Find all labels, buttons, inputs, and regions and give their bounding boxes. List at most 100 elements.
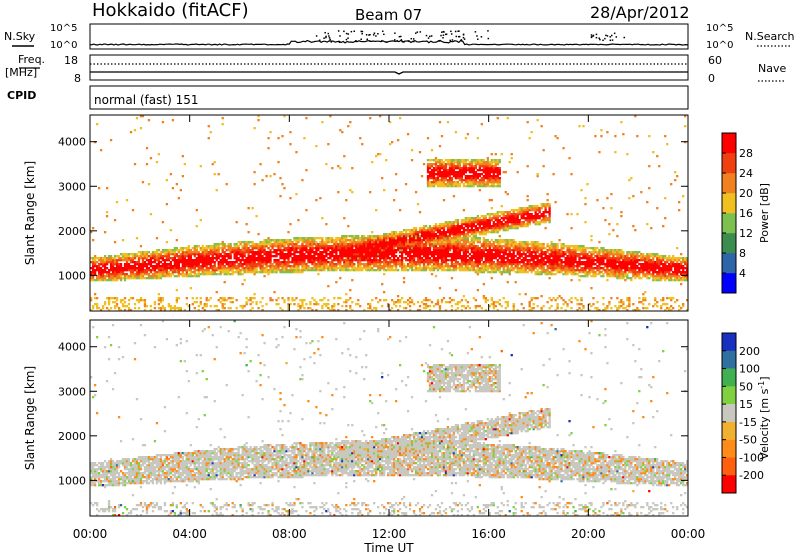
heatmap-cell [496,255,499,258]
heatmap-cell [410,257,414,260]
heatmap-cell [508,225,511,228]
heatmap-cell [484,227,487,230]
heatmap-cell [422,231,426,234]
heatmap-cell [233,255,236,258]
heatmap-cell [536,241,539,244]
heatmap-cell [478,173,481,176]
heatmap-cell [263,275,266,278]
heatmap-cell [139,127,143,130]
heatmap-cell [297,263,300,266]
heatmap-cell [161,221,165,224]
heatmap-cell [478,179,481,182]
heatmap-cell [217,299,220,302]
heatmap-cell [313,259,316,262]
heatmap-cell [402,241,406,244]
heatmap-cell [434,157,438,160]
heatmap-cell [436,173,440,176]
heatmap-cell [494,229,497,232]
heatmap-cell [534,241,537,244]
heatmap-cell [359,255,362,258]
heatmap-cell [145,255,149,258]
heatmap-cell [540,309,543,311]
heatmap-cell [470,163,474,166]
heatmap-cell [375,245,378,248]
heatmap-cell [460,225,464,228]
heatmap-cell [412,247,416,250]
heatmap-cell [484,217,487,220]
search-noise-dot [609,36,612,38]
heatmap-cell [387,233,390,236]
heatmap-cell [462,223,466,226]
heatmap-cell [440,161,444,164]
heatmap-cell [299,251,302,254]
heatmap-cell [476,273,479,276]
heatmap-cell [414,265,418,268]
heatmap-cell [251,243,254,246]
heatmap-cell [385,237,388,240]
search-noise-dot [427,37,430,39]
heatmap-cell [490,299,493,302]
heatmap-cell [474,247,478,250]
heatmap-cell [512,227,515,230]
heatmap-cell [428,309,432,311]
heatmap-cell [426,265,430,268]
noise-right-tick-top: 10^5 [706,23,733,34]
heatmap-cell [135,277,139,280]
heatmap-cell [101,257,105,260]
heatmap-cell [205,271,208,274]
heatmap-cell [460,239,464,242]
heatmap-cell [418,231,422,234]
heatmap-cell [400,267,404,270]
heatmap-cell [492,247,495,250]
heatmap-cell [247,267,250,270]
heatmap-cell [530,255,533,258]
heatmap-cell [329,237,332,240]
heatmap-cell [297,261,300,264]
heatmap-cell [235,259,238,262]
heatmap-cell [91,265,95,268]
heatmap-cell [502,261,505,264]
heatmap-cell [195,249,198,252]
heatmap-cell [125,265,129,268]
heatmap-cell [333,249,336,252]
heatmap-cell [506,225,509,228]
heatmap-cell [462,163,466,166]
heatmap-cell [241,273,244,276]
heatmap-cell [456,221,460,224]
heatmap-cell [275,267,278,270]
heatmap-cell [464,163,468,166]
heatmap-cell [396,269,400,272]
heatmap-cell [492,265,495,268]
heatmap-cell [536,173,539,176]
heatmap-cell [500,221,503,224]
heatmap-cell [221,299,224,302]
heatmap-cell [416,263,420,266]
heatmap-cell [534,223,537,226]
heatmap-cell [181,269,184,272]
heatmap-cell [253,171,256,174]
heatmap-cell [444,245,448,248]
heatmap-cell [428,249,432,252]
heatmap-cell [452,161,456,164]
heatmap-cell [111,267,115,270]
heatmap-cell [287,253,290,256]
heatmap-cell [133,257,137,260]
search-noise-dot [315,35,318,37]
heatmap-cell [468,235,472,238]
heatmap-cell [107,255,111,258]
heatmap-cell [229,269,232,272]
heatmap-cell [305,257,308,260]
heatmap-cell [488,259,491,262]
heatmap-cell [434,241,438,244]
heatmap-cell [500,239,503,242]
heatmap-cell [123,257,127,260]
heatmap-cell [476,183,479,186]
heatmap-cell [478,305,481,308]
heatmap-cell [392,235,396,238]
heatmap-cell [438,165,442,168]
heatmap-cell [422,163,426,166]
heatmap-cell [275,303,278,306]
heatmap-cell [171,271,175,274]
heatmap-cell [267,137,270,140]
heatmap-cell [476,289,479,292]
